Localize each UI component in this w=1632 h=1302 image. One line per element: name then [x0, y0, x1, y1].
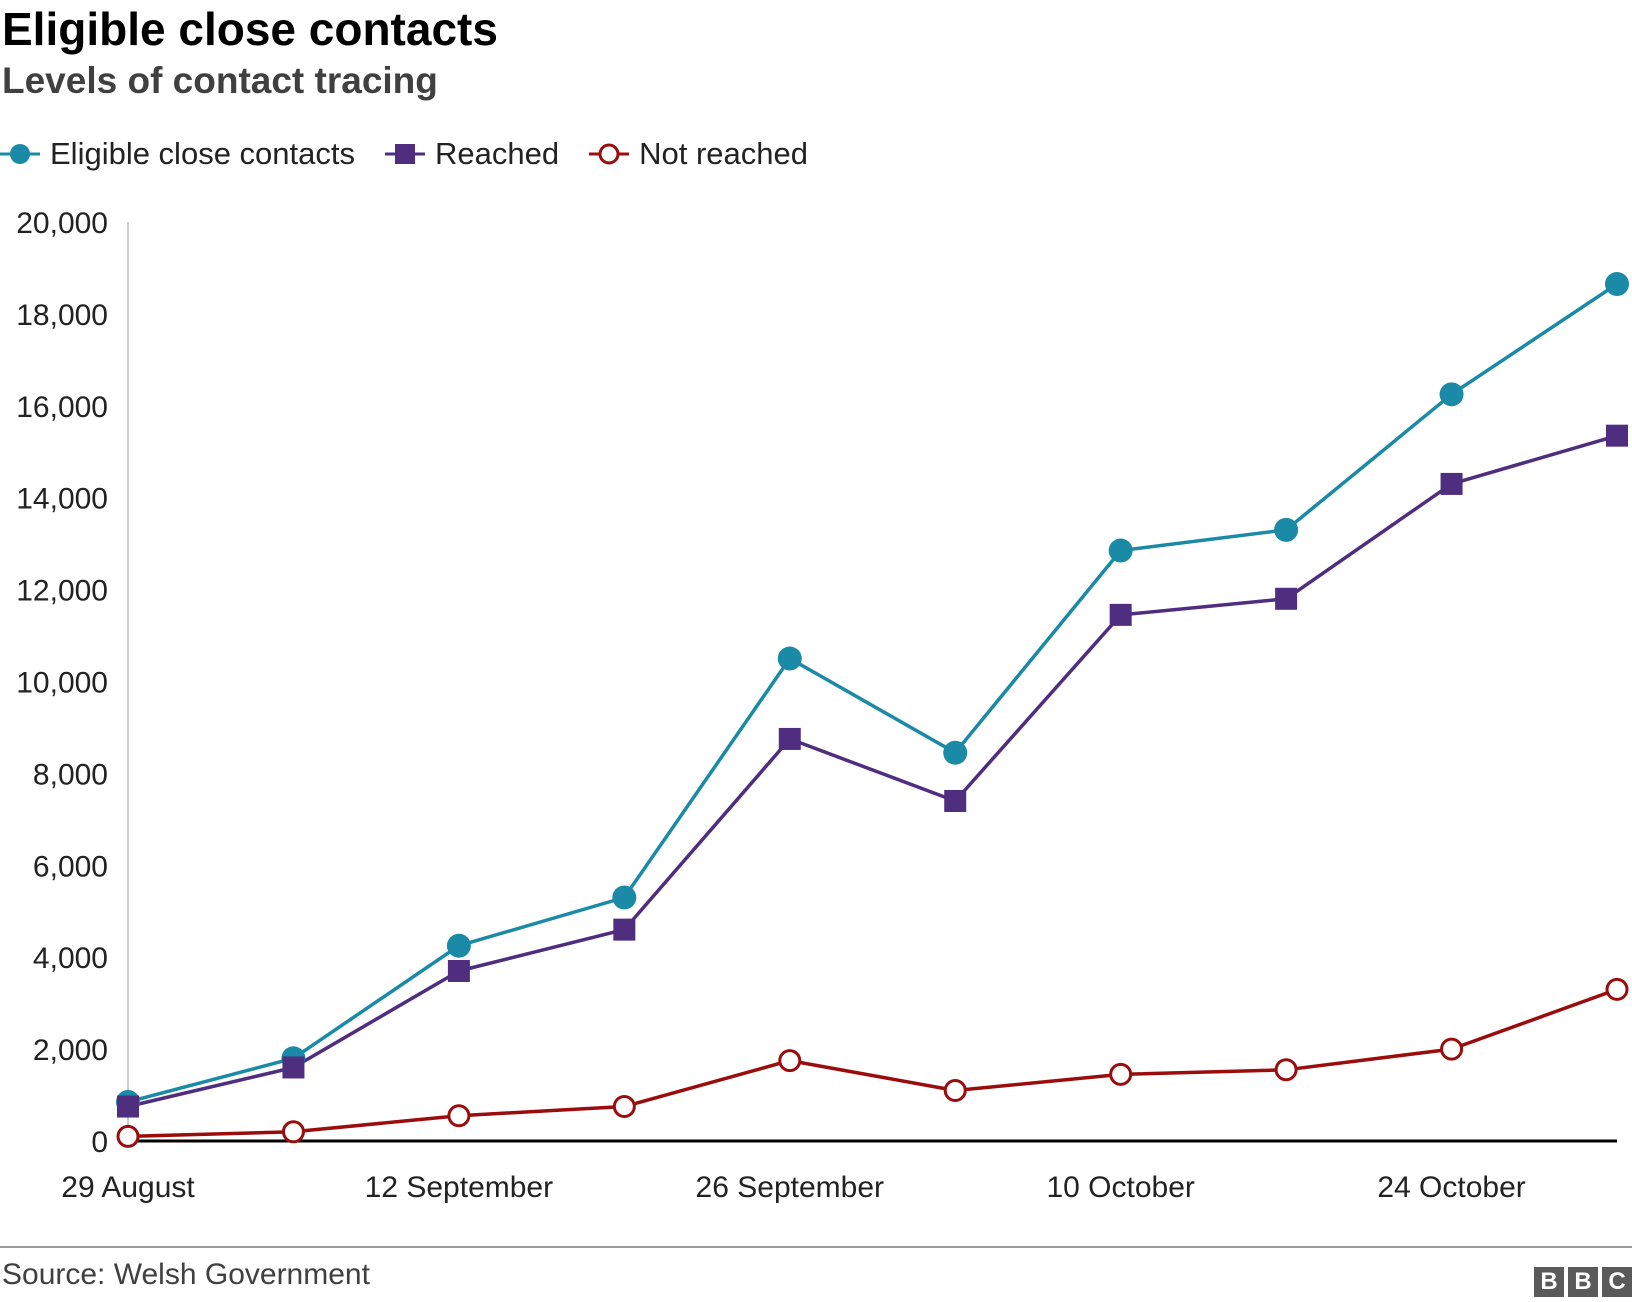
data-point-reached — [613, 918, 636, 941]
data-point-reached — [1109, 603, 1132, 626]
data-point-not-reached — [1440, 1037, 1464, 1061]
y-tick-label: 2,000 — [33, 1034, 108, 1067]
data-point-reached — [944, 789, 967, 812]
series-line-not-reached — [127, 987, 1618, 1139]
bbc-logo-letter: B — [1568, 1267, 1598, 1297]
data-point-reached — [778, 727, 801, 750]
circle-filled-icon — [0, 144, 40, 164]
legend-item-not-reached: Not reached — [589, 136, 808, 172]
y-tick-label: 6,000 — [33, 850, 108, 883]
data-point-not-reached — [116, 1124, 140, 1148]
footer-divider — [0, 1246, 1632, 1248]
bbc-logo-letter: B — [1534, 1267, 1564, 1297]
series-line-eligible — [127, 282, 1618, 1104]
data-point-not-reached — [1109, 1062, 1133, 1086]
data-point-not-reached — [447, 1104, 471, 1128]
data-point-not-reached — [1605, 977, 1629, 1001]
y-tick-label: 8,000 — [33, 758, 108, 791]
series-line-reached — [127, 434, 1618, 1109]
legend-item-eligible: Eligible close contacts — [0, 136, 355, 172]
bbc-logo: B B C — [1530, 1267, 1632, 1297]
y-tick-label: 16,000 — [16, 391, 108, 424]
x-tick-label: 26 September — [696, 1171, 884, 1204]
legend-item-reached: Reached — [385, 136, 559, 172]
data-point-not-reached — [281, 1120, 305, 1144]
data-point-eligible — [612, 885, 637, 910]
data-point-not-reached — [612, 1095, 636, 1119]
x-tick-label: 24 October — [1377, 1171, 1525, 1204]
y-tick-label: 12,000 — [16, 575, 108, 608]
line-chart: 0 2,000 4,000 6,000 8,000 10,000 12,000 14,000 1… — [16, 207, 1629, 1204]
x-tick-label: 12 September — [365, 1171, 553, 1204]
data-point-reached — [1606, 424, 1628, 447]
legend-label-reached: Reached — [435, 136, 560, 171]
y-tick-label: 10,000 — [16, 667, 108, 700]
chart-legend: Eligible close contacts Reached Not reac… — [0, 134, 838, 174]
circle-hollow-icon — [589, 143, 630, 165]
x-tick-label: 29 August — [61, 1171, 195, 1204]
data-point-reached — [117, 1095, 139, 1118]
y-tick-label: 18,000 — [16, 299, 108, 332]
legend-label-eligible: Eligible close contacts — [50, 136, 355, 171]
y-tick-label: 0 — [91, 1126, 108, 1159]
bbc-logo-letter: C — [1602, 1267, 1632, 1297]
square-filled-icon — [385, 144, 425, 164]
y-tick-label: 4,000 — [33, 942, 108, 975]
data-point-reached — [447, 959, 470, 982]
y-tick-label: 14,000 — [16, 483, 108, 516]
legend-label-not-reached: Not reached — [639, 136, 808, 171]
y-tick-label: 20,000 — [16, 207, 108, 240]
data-point-eligible — [777, 646, 802, 671]
data-point-not-reached — [778, 1049, 802, 1073]
data-point-not-reached — [1274, 1058, 1298, 1082]
data-point-eligible — [1108, 538, 1133, 563]
data-point-not-reached — [943, 1078, 967, 1102]
chart-subtitle: Levels of contact tracing — [2, 60, 438, 101]
x-tick-label: 10 October — [1046, 1171, 1194, 1204]
data-point-eligible — [1605, 272, 1629, 297]
data-point-reached — [282, 1056, 305, 1079]
data-point-eligible — [1439, 382, 1464, 407]
data-point-reached — [1275, 587, 1298, 610]
data-point-reached — [1440, 472, 1463, 495]
source-note: Source: Welsh Government — [2, 1258, 370, 1291]
data-point-eligible — [1274, 517, 1299, 542]
data-point-eligible — [943, 740, 968, 765]
chart-title: Eligible close contacts — [2, 3, 498, 55]
data-point-eligible — [446, 933, 471, 958]
